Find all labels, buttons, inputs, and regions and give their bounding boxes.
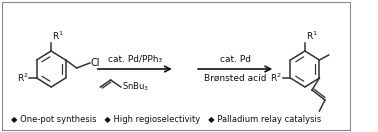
Text: Brønsted acid: Brønsted acid	[204, 74, 266, 83]
Text: ◆ One-pot synthesis   ◆ High regioselectivity   ◆ Palladium relay catalysis: ◆ One-pot synthesis ◆ High regioselectiv…	[11, 115, 321, 124]
Text: Cl: Cl	[91, 58, 100, 68]
Text: R$^2$: R$^2$	[17, 72, 28, 84]
Text: R$^2$: R$^2$	[270, 72, 282, 84]
Text: R$^1$: R$^1$	[52, 30, 64, 42]
Text: SnBu$_3$: SnBu$_3$	[122, 81, 149, 93]
Text: cat. Pd: cat. Pd	[220, 55, 251, 64]
Text: R$^1$: R$^1$	[306, 30, 318, 42]
Text: cat. Pd/PPh₃: cat. Pd/PPh₃	[108, 55, 162, 64]
